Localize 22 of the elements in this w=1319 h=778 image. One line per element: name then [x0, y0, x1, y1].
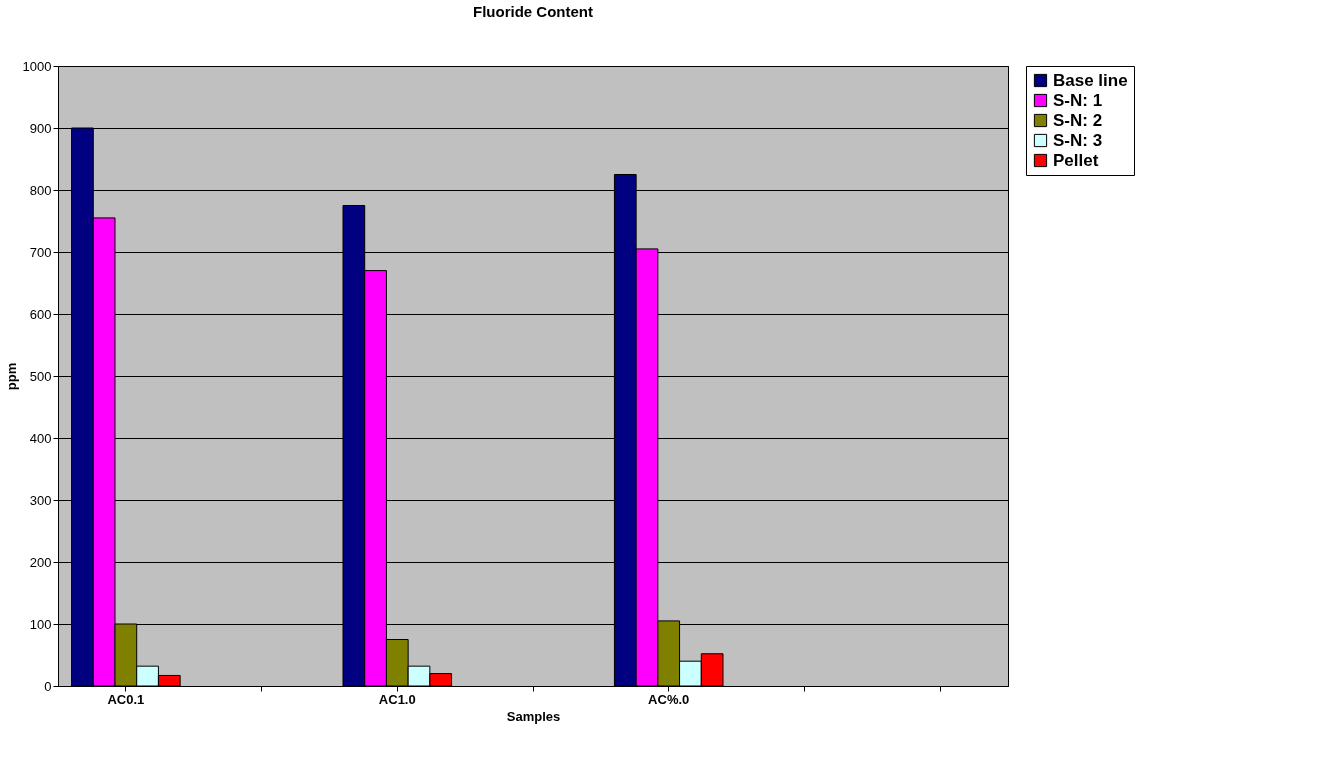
y-tick-label: 500 [29, 368, 52, 384]
legend-label: S-N: 1 [1053, 90, 1103, 110]
legend-label: S-N: 3 [1053, 130, 1103, 150]
y-tick-label: 0 [44, 678, 52, 694]
x-tick-label: AC1.0 [378, 691, 416, 707]
y-tick-label: 100 [29, 616, 52, 632]
legend-label: Pellet [1053, 150, 1099, 170]
y-tick-label: 900 [29, 120, 52, 136]
y-tick-label: 300 [29, 492, 52, 508]
legend-label: Base line [1053, 70, 1128, 90]
chart-title: Fluoride Content [473, 3, 593, 20]
x-tick-label: AC0.1 [107, 691, 145, 707]
y-tick-label: 1000 [22, 58, 52, 74]
y-tick-label: 200 [29, 554, 52, 570]
legend-label: S-N: 2 [1053, 110, 1103, 130]
y-axis-title: ppm [3, 362, 19, 391]
x-axis-title: Samples [506, 708, 561, 724]
y-tick-label: 700 [29, 244, 52, 260]
y-tick-label: 600 [29, 306, 52, 322]
x-tick-label: AC%.0 [648, 691, 690, 707]
y-tick-label: 800 [29, 182, 52, 198]
y-tick-label: 400 [29, 430, 52, 446]
